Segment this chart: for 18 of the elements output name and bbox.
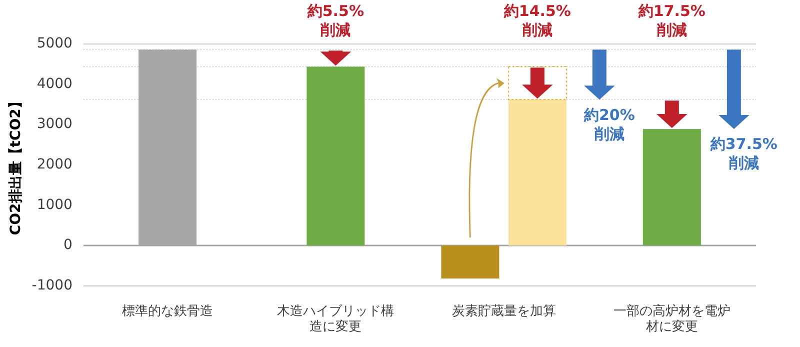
y-axis-title: CO2排出量【tCO2】 xyxy=(8,94,24,236)
y-tick-label: 1000 xyxy=(36,196,72,213)
annotation: 約20%削減 xyxy=(584,106,635,144)
annotation: 約37.5%削減 xyxy=(710,135,778,174)
x-tick-label: 炭素貯蔵量を加算 xyxy=(452,304,556,319)
text: 約17.5%削減 xyxy=(638,2,706,40)
text: 約5.5%削減 xyxy=(307,2,364,40)
x-tick-label: 一部の高炉材を電炉材に変更 xyxy=(613,302,730,335)
y-tick-label: 5000 xyxy=(36,36,72,52)
y-tick-label: -1000 xyxy=(32,277,72,294)
text: 約14.5%削減 xyxy=(504,2,571,40)
y-tick-label: 0 xyxy=(64,237,72,254)
y-tick-label: 3000 xyxy=(36,116,72,132)
bar xyxy=(441,246,500,279)
x-tick-label: 標準的な鉄骨造 xyxy=(122,304,214,319)
y-tick-label: 4000 xyxy=(36,76,72,92)
y-tick-label: 2000 xyxy=(36,156,72,173)
x-tick-label: 木造ハイブリッド構造に変更 xyxy=(277,304,394,335)
